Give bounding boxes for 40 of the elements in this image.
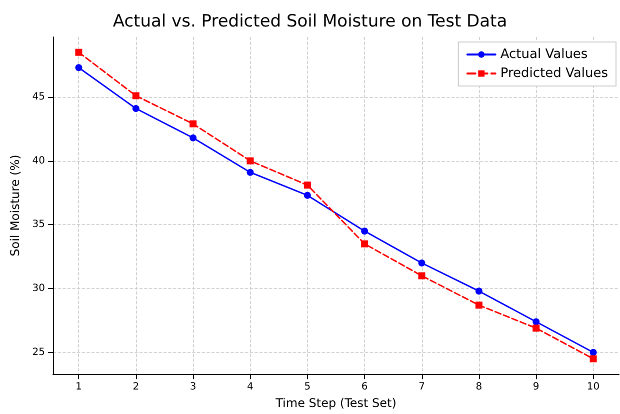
y-tick-label: 35 xyxy=(32,219,45,230)
point xyxy=(75,64,82,72)
x-tick-label: 6 xyxy=(361,382,368,393)
x-tick-label: 4 xyxy=(247,382,254,393)
x-tick-label: 2 xyxy=(132,382,140,393)
point xyxy=(475,302,482,309)
point xyxy=(418,260,426,267)
x-tick-label: 10 xyxy=(586,382,600,393)
point xyxy=(75,48,82,56)
y-axis-title: Soil Moisture (%) xyxy=(8,154,22,256)
point xyxy=(246,168,254,176)
point xyxy=(532,324,540,332)
y-tick-label: 25 xyxy=(32,346,45,358)
point xyxy=(132,105,140,112)
x-tick-label: 3 xyxy=(190,382,196,393)
point xyxy=(418,272,426,280)
point xyxy=(361,228,368,235)
point xyxy=(361,240,368,248)
point xyxy=(475,288,482,295)
point xyxy=(190,134,197,142)
point xyxy=(190,120,197,128)
x-tick-label: 7 xyxy=(418,382,425,393)
point xyxy=(132,92,140,100)
point xyxy=(304,182,311,189)
x-tick-label: 5 xyxy=(304,382,311,393)
point xyxy=(246,157,254,164)
point xyxy=(590,348,597,356)
point xyxy=(590,355,597,362)
legend-label: Predicted Values xyxy=(500,66,608,81)
legend-label: Actual Values xyxy=(500,47,588,62)
x-tick-label: 9 xyxy=(532,382,540,393)
point xyxy=(532,318,540,326)
y-tick-label: 40 xyxy=(32,155,45,166)
x-tick-label: 1 xyxy=(76,382,82,393)
x-axis-title: Time Step (Test Set) xyxy=(274,396,396,410)
point xyxy=(304,192,311,199)
y-tick-label: 30 xyxy=(32,283,45,294)
chart-title: Actual vs. Predicted Soil Moisture on Test Data xyxy=(112,12,508,32)
x-tick-label: 8 xyxy=(476,382,482,393)
y-tick-label: 45 xyxy=(32,92,45,103)
